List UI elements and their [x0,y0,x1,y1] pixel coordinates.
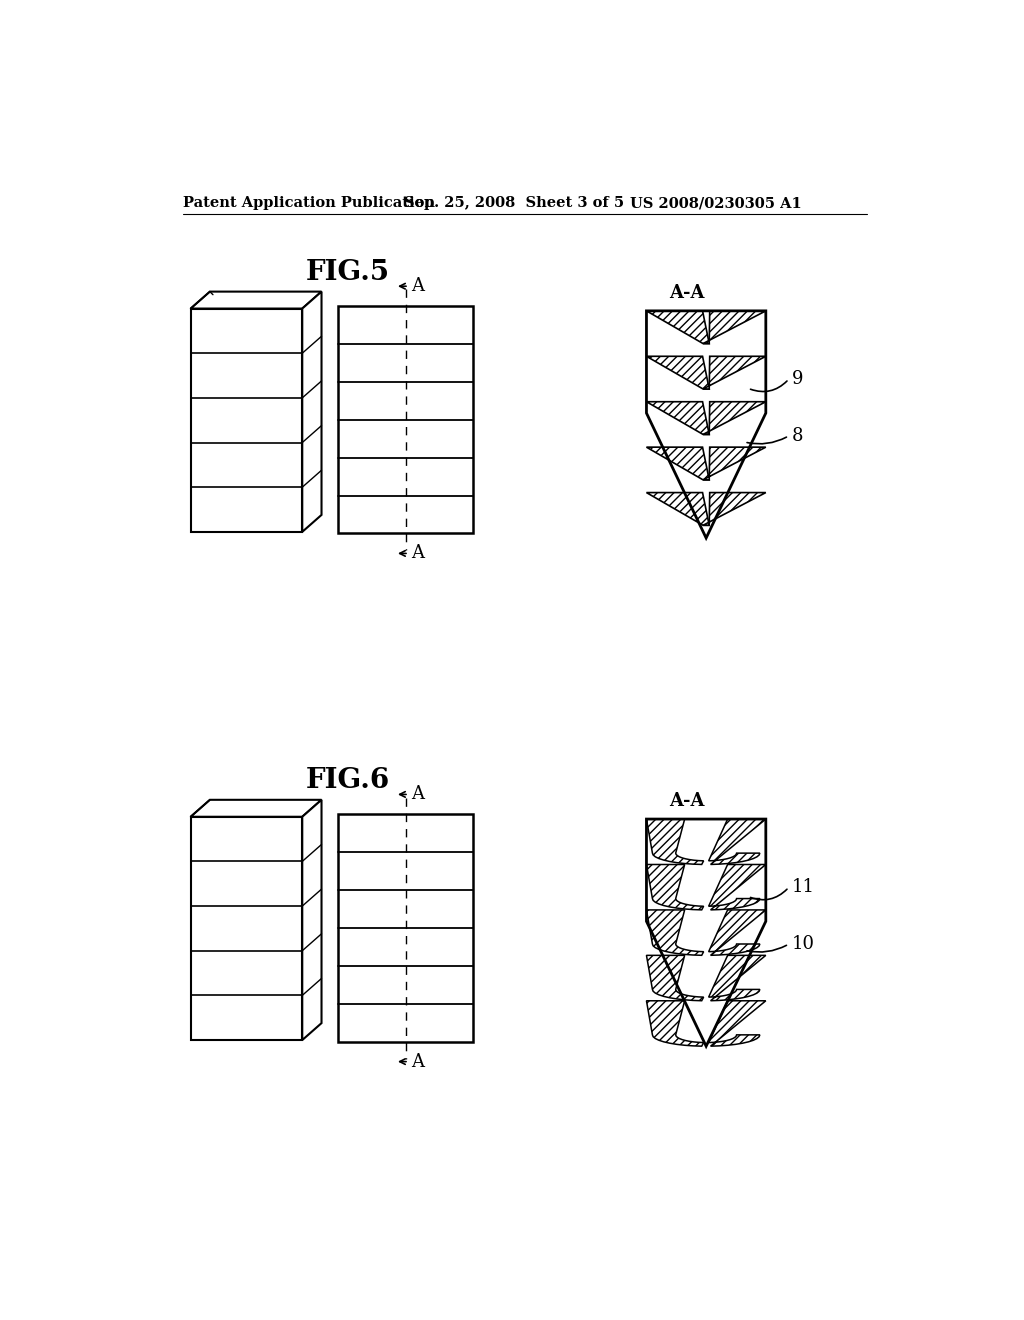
Polygon shape [703,492,766,525]
Text: Sep. 25, 2008  Sheet 3 of 5: Sep. 25, 2008 Sheet 3 of 5 [403,197,624,210]
Text: FIG.5: FIG.5 [305,259,390,286]
Text: Patent Application Publication: Patent Application Publication [183,197,435,210]
Polygon shape [709,865,766,909]
Polygon shape [703,401,766,434]
Polygon shape [703,447,766,480]
Polygon shape [709,909,766,956]
Text: A: A [412,1052,424,1071]
Text: A: A [412,785,424,804]
Polygon shape [190,292,322,309]
Polygon shape [646,865,703,909]
Polygon shape [709,1001,766,1047]
Polygon shape [646,956,703,1001]
Text: FIG.6: FIG.6 [305,767,390,795]
Polygon shape [646,356,710,389]
Polygon shape [646,909,703,956]
Polygon shape [646,401,710,434]
Text: 9: 9 [792,370,804,388]
Polygon shape [646,1001,703,1047]
Polygon shape [646,447,710,480]
Text: 11: 11 [792,878,815,896]
Polygon shape [302,292,322,532]
Polygon shape [709,956,766,1001]
Text: A: A [412,277,424,296]
Polygon shape [646,818,703,865]
Polygon shape [709,818,766,865]
Text: 10: 10 [792,935,815,953]
Polygon shape [190,817,302,1040]
Polygon shape [190,800,322,817]
Text: US 2008/0230305 A1: US 2008/0230305 A1 [630,197,801,210]
Polygon shape [703,312,766,343]
Bar [339,306,473,533]
Polygon shape [703,356,766,389]
Polygon shape [302,800,322,1040]
Text: A-A: A-A [670,792,706,810]
Text: A: A [412,544,424,562]
Text: 8: 8 [792,426,804,445]
Text: A-A: A-A [670,284,706,302]
Polygon shape [190,309,302,532]
Bar [339,814,473,1041]
Polygon shape [646,312,710,343]
Polygon shape [646,492,710,525]
